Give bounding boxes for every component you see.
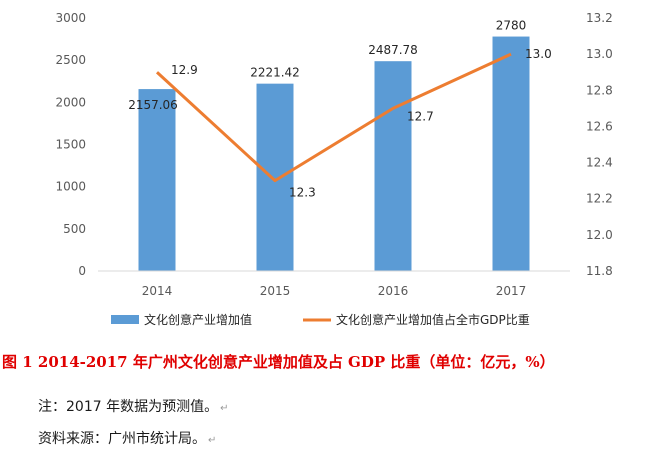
left-tick-label: 1500 — [55, 138, 86, 152]
combo-chart: 0 500 1000 1500 2000 2500 3000 11.8 12.0 12.2 12.… — [55, 11, 613, 327]
legend: 文化创意产业增加值 文化创意产业增加值占全市GDP比重 — [111, 312, 530, 327]
right-tick-label: 12.8 — [586, 83, 613, 97]
line-path — [155, 52, 512, 183]
bar-2016 — [374, 61, 412, 271]
left-tick-label: 2000 — [55, 95, 86, 109]
right-tick-label: 12.0 — [586, 228, 613, 242]
legend-label-bar: 文化创意产业增加值 — [144, 312, 252, 327]
right-tick-label: 13.0 — [586, 47, 613, 61]
bar-value-label: 2221.42 — [250, 66, 300, 80]
right-tick-label: 13.2 — [586, 11, 613, 25]
bar-data-labels: 2157.06 2221.42 2487.78 2780 — [128, 19, 526, 113]
line-data-labels: 12.9 12.3 12.7 13.0 — [171, 47, 552, 200]
bar-2017 — [492, 36, 530, 272]
legend-label-line: 文化创意产业增加值占全市GDP比重 — [336, 312, 530, 327]
source-text: 资料来源：广州市统计局。 ↵ — [38, 431, 217, 447]
line-value-label: 13.0 — [525, 47, 552, 61]
right-tick-label: 12.4 — [586, 156, 613, 170]
left-tick-label: 1000 — [55, 180, 86, 194]
x-tick-label: 2014 — [142, 284, 173, 298]
x-axis-ticks: 2014 2015 2016 2017 — [142, 284, 527, 298]
bar-2015 — [256, 83, 294, 271]
line-value-label: 12.3 — [289, 186, 316, 200]
line-value-label: 12.9 — [171, 63, 198, 77]
bar-value-label: 2487.78 — [368, 43, 418, 57]
right-tick-label: 12.6 — [586, 119, 613, 133]
x-tick-label: 2015 — [260, 284, 291, 298]
bar-value-label: 2780 — [496, 19, 527, 33]
x-tick-label: 2016 — [378, 284, 409, 298]
left-axis-ticks: 0 500 1000 1500 2000 2500 3000 — [55, 11, 86, 278]
note-text: 注：2017 年数据为预测值。 ↵ — [38, 399, 229, 415]
left-tick-label: 3000 — [55, 11, 86, 25]
right-axis-ticks: 11.8 12.0 12.2 12.4 12.6 12.8 13.0 13.2 — [586, 11, 613, 278]
left-tick-label: 500 — [63, 222, 86, 236]
left-tick-label: 2500 — [55, 53, 86, 67]
left-tick-label: 0 — [78, 264, 86, 278]
bar-2014 — [138, 89, 176, 271]
x-tick-label: 2017 — [496, 284, 527, 298]
right-tick-label: 11.8 — [586, 264, 613, 278]
figure-caption: 图 1 2014-2017 年广州文化创意产业增加值及占 GDP 比重（单位：亿… — [2, 353, 555, 371]
legend-swatch-bar — [111, 315, 139, 324]
bar-value-label: 2157.06 — [128, 98, 178, 112]
bar-series — [138, 36, 530, 272]
line-value-label: 12.7 — [407, 109, 434, 123]
line-series — [155, 52, 512, 183]
right-tick-label: 12.2 — [586, 192, 613, 206]
